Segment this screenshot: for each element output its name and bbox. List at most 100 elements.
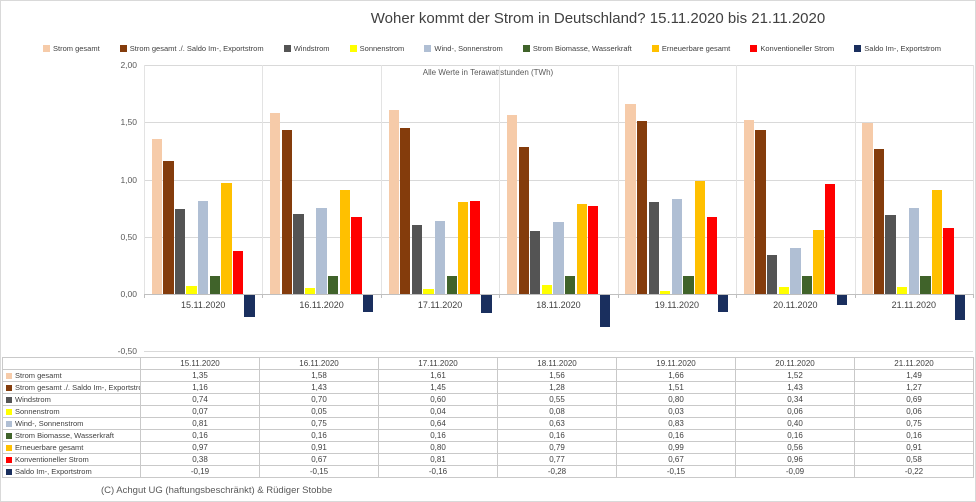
y-axis-tick-label: 0,50 [120,231,137,242]
chart-bar-s7-c0 [232,250,244,294]
table-row: Strom gesamt 1,35 1,58 1,61 1,56 1,66 1,52 1,49 [2,369,974,382]
chart-bar-s7-c6 [943,227,954,294]
chart-bar-s6-c6 [931,189,943,294]
legend-key-icon [651,45,659,52]
table-value-cell: -0,19 [140,465,260,478]
legend-key-icon [854,45,862,52]
x-axis-category-label: 16.11.2020 [299,300,344,310]
x-gridline [262,65,264,294]
chart-bar-s0-c4 [625,103,636,294]
table-row: Sonnenstrom 0,07 0,05 0,04 0,08 0,03 0,06 0,06 [2,405,974,418]
legend-key-icon [6,408,12,415]
table-row: Konventioneller Strom 0,38 0,67 0,81 0,77 0,6… [2,453,974,466]
x-axis-tick [617,294,619,298]
chart-bar-s0-c6 [862,123,873,294]
table-value-cell: 0,77 [497,453,617,466]
table-row-label: Strom gesamt [2,369,141,382]
chart-bar-s7-c1 [351,217,362,294]
table-value-cell: 0,91 [259,441,379,454]
legend-item-6: Erneuerbare gesamt [651,44,730,53]
table-value-cell: 0,08 [497,405,617,418]
legend-key-icon [119,45,127,52]
table-value-cell: 0,81 [140,417,260,430]
table-value-cell: 1,35 [140,369,260,382]
legend-key-icon [6,396,12,403]
table-header-row: 15.11.2020 16.11.2020 17.11.2020 18.11.2020… [2,357,974,370]
x-gridline [854,65,856,294]
chart-bar-s6-c4 [694,180,706,294]
chart-bar-s3-c4 [660,290,671,294]
table-value-cell: 0,64 [378,417,498,430]
table-row: Windstrom 0,74 0,70 0,60 0,55 0,80 0,34 0,69 [2,393,974,406]
chart-bar-s6-c5 [813,229,824,294]
table-value-cell: 0,58 [854,453,974,466]
chart-bar-s8-c4 [718,295,729,313]
x-gridline [499,65,501,294]
legend-key-icon [6,444,12,451]
table-value-cell: 0,97 [140,441,260,454]
table-header-date: 20.11.2020 [735,357,855,370]
legend-item-label: Wind-, Sonnenstrom [434,44,503,53]
table-value-cell: 0,16 [854,429,974,442]
chart-bar-s4-c1 [316,208,327,294]
chart-bar-s2-c5 [767,255,778,294]
table-row-label: Konventioneller Strom [2,453,141,466]
table-value-cell: 0,83 [616,417,736,430]
table-value-cell: 0,56 [735,441,855,454]
legend-key-icon [6,456,12,463]
table-value-cell: 0,06 [854,405,974,418]
table-value-cell: 0,16 [378,429,498,442]
table-row-label: Erneuerbare gesamt [2,441,141,454]
chart-bar-s3-c2 [423,289,434,294]
chart-bar-s4-c2 [434,220,446,294]
chart-bar-s6-c2 [458,202,469,294]
chart-bar-s3-c0 [186,286,197,294]
table-value-cell: -0,16 [378,465,498,478]
chart-bar-s1-c2 [400,128,411,294]
series-name: Strom gesamt ./. Saldo Im-, Exportstrom [15,383,141,392]
legend-item-label: Saldo Im-, Exportstrom [864,44,941,53]
legend-item-label: Strom gesamt ./. Saldo Im-, Exportstrom [129,44,264,53]
table-value-cell: 1,66 [616,369,736,382]
table-value-cell: 0,16 [735,429,855,442]
chart-bar-s1-c0 [163,161,174,294]
y-axis-tick-label: 2,00 [120,60,137,70]
table-value-cell: 0,74 [140,393,260,406]
table-row: Strom Biomasse, Wasserkraft 0,16 0,16 0,16 0… [2,429,974,442]
legend-item-label: Strom Biomasse, Wasserkraft [532,44,632,53]
table-value-cell: -0,09 [735,465,855,478]
legend-key-icon [6,468,12,475]
y-gridline [144,351,973,353]
legend-item-4: Wind-, Sonnenstrom [424,44,503,53]
series-name: Erneuerbare gesamt [15,443,84,452]
table-header-date: 19.11.2020 [616,357,736,370]
x-axis-tick [973,294,974,298]
x-axis-tick [854,294,856,298]
table-header-date: 18.11.2020 [497,357,617,370]
legend-item-8: Saldo Im-, Exportstrom [854,44,941,53]
chart-bar-s8-c6 [955,295,966,321]
chart-bar-s3-c1 [304,288,316,294]
legend-item-0: Strom gesamt [43,44,100,53]
chart-bar-s7-c2 [469,201,481,294]
table-header-date: 15.11.2020 [140,357,260,370]
chart-bar-s7-c3 [588,205,599,294]
chart-bar-s0-c3 [506,115,518,294]
x-axis-tick [380,294,382,298]
table-value-cell: -0,28 [497,465,617,478]
x-axis-category-label: 20.11.2020 [773,300,818,310]
table-value-cell: 0,60 [378,393,498,406]
chart-bar-s2-c0 [174,209,186,294]
x-axis-tick [499,294,501,298]
table-row-label: Windstrom [2,393,141,406]
chart-bar-s2-c1 [293,213,304,294]
table-value-cell: 1,27 [854,381,974,394]
legend-key-icon [750,45,758,52]
table-corner-cell [2,357,141,370]
chart-bar-s4-c6 [908,208,919,294]
x-axis-category-label: 18.11.2020 [536,300,581,310]
legend-item-2: Windstrom [283,44,330,53]
table-value-cell: 0,96 [735,453,855,466]
table-row: Wind-, Sonnenstrom 0,81 0,75 0,64 0,63 0,83 0,… [2,417,974,430]
chart-bar-s1-c4 [636,121,648,294]
